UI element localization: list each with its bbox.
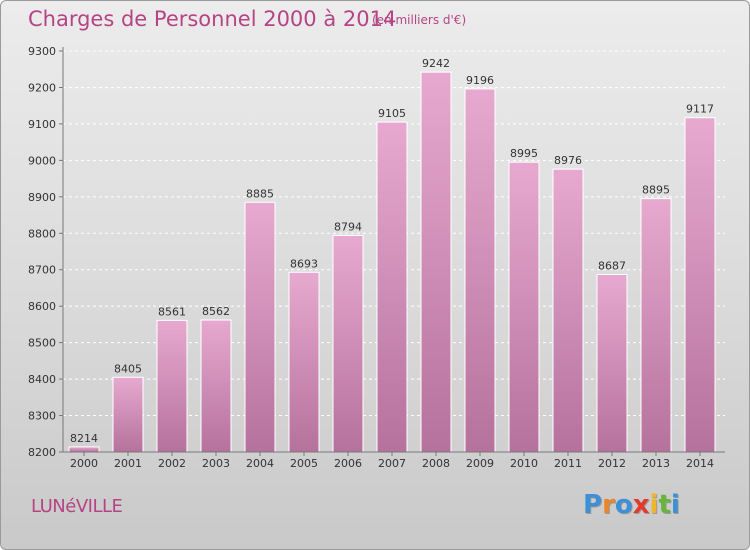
x-tick-label: 2014	[686, 457, 714, 470]
bar-value-label: 8885	[246, 187, 274, 200]
bar-value-label: 8687	[598, 259, 626, 272]
bar-value-label: 8995	[510, 147, 538, 160]
proxiti-logo: Proxiti	[583, 490, 680, 520]
y-tick-label: 8300	[28, 410, 56, 423]
y-tick-label: 8200	[28, 446, 56, 459]
x-tick-label: 2010	[510, 457, 538, 470]
logo-letter: o	[614, 490, 633, 520]
bar-value-label: 8405	[114, 362, 142, 375]
bar-2012	[596, 273, 628, 453]
y-tick-label: 9300	[28, 45, 56, 58]
x-tick-label: 2008	[422, 457, 450, 470]
bar-value-label: 8976	[554, 154, 582, 167]
x-tick-label: 2004	[246, 457, 274, 470]
logo-letter: P	[583, 490, 603, 520]
logo-letter: i	[670, 490, 680, 520]
bar-2005	[288, 271, 320, 453]
chart-title: Charges de Personnel 2000 à 2014	[28, 7, 397, 31]
x-tick-label: 2005	[290, 457, 318, 470]
bar-2004	[244, 201, 276, 453]
y-tick-label: 8700	[28, 264, 56, 277]
bar-value-label: 8794	[334, 220, 362, 233]
bar-value-label: 8895	[642, 184, 670, 197]
bar-value-label: 8214	[70, 432, 98, 445]
x-tick-label: 2007	[378, 457, 406, 470]
y-tick-label: 9000	[28, 154, 56, 167]
bar-2006	[332, 234, 364, 453]
y-tick-label: 8800	[28, 227, 56, 240]
y-tick-label: 8400	[28, 373, 56, 386]
bar-2002	[156, 319, 188, 453]
city-name: LUNéVILLE	[31, 496, 123, 517]
y-tick-label: 8900	[28, 191, 56, 204]
logo-letter: r	[602, 490, 615, 520]
x-tick-label: 2006	[334, 457, 362, 470]
bar-value-label: 8561	[158, 305, 186, 318]
x-tick-label: 2001	[114, 457, 142, 470]
y-tick-label: 9200	[28, 81, 56, 94]
bar-value-label: 8693	[290, 257, 318, 270]
x-tick-label: 2009	[466, 457, 494, 470]
bar-value-label: 9242	[422, 57, 450, 70]
bar-2010	[508, 161, 540, 453]
bar-2013	[640, 198, 672, 453]
bar-2001	[112, 376, 144, 453]
logo-letter: i	[649, 490, 659, 520]
y-tick-label: 8500	[28, 337, 56, 350]
x-tick-label: 2000	[70, 457, 98, 470]
bar-value-label: 9117	[686, 103, 714, 116]
bar-2007	[376, 121, 408, 453]
x-tick-label: 2002	[158, 457, 186, 470]
bar-2000	[68, 446, 100, 453]
bar-2009	[464, 88, 496, 453]
logo-letter: t	[658, 490, 671, 520]
y-tick-label: 8600	[28, 300, 56, 313]
bar-2008	[420, 71, 452, 453]
bar-value-label: 8562	[202, 305, 230, 318]
logo-letter: x	[632, 490, 650, 520]
x-tick-label: 2003	[202, 457, 230, 470]
bar-2003	[200, 319, 232, 453]
x-tick-label: 2013	[642, 457, 670, 470]
bar-2011	[552, 168, 584, 453]
y-tick-label: 9100	[28, 118, 56, 131]
x-tick-label: 2011	[554, 457, 582, 470]
bar-value-label: 9105	[378, 107, 406, 120]
bar-2014	[684, 117, 716, 453]
bar-value-label: 9196	[466, 74, 494, 87]
chart-subtitle: (en milliers d'€)	[372, 13, 467, 27]
x-tick-label: 2012	[598, 457, 626, 470]
